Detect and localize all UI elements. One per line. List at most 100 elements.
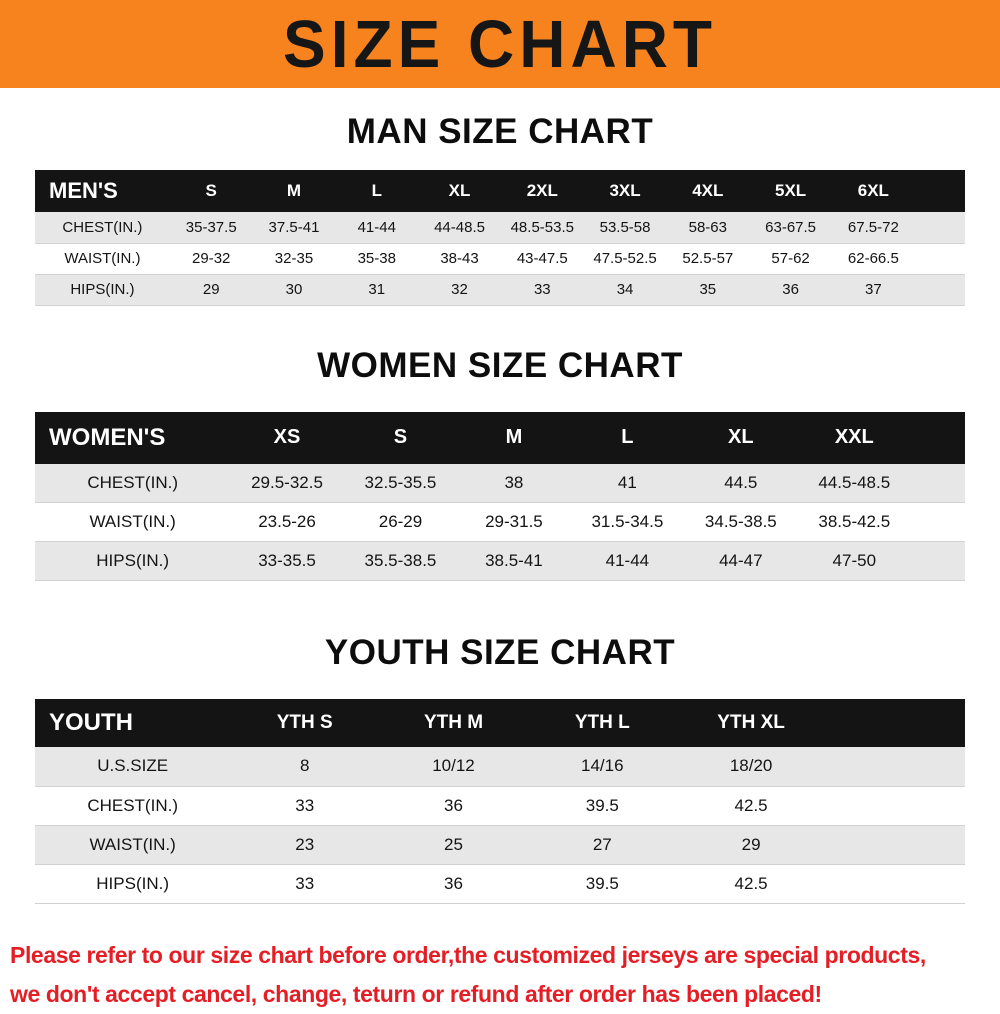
youth-value-cell: 8 <box>299 756 310 776</box>
youth-value-cell: 39.5 <box>585 873 619 893</box>
mens-value-cell: 37.5-41 <box>268 218 320 236</box>
mens-value-cell: 53.5-58 <box>599 218 651 236</box>
womens-size-column-header: S <box>343 411 458 464</box>
mens-value-cell: 58-63 <box>688 218 727 236</box>
spacer-cell <box>911 503 965 542</box>
youth-row-label: HIPS(IN.) <box>96 873 170 893</box>
mens-value-cell: 33 <box>533 281 551 298</box>
mens-value-cell: 32-35 <box>274 250 314 267</box>
youth-value-cell: 10/12 <box>432 756 475 776</box>
womens-table-label: WOMEN'S <box>35 411 231 464</box>
womens-value-cell: 33-35.5 <box>258 551 316 570</box>
womens-header-row: WOMEN'S XS S M L XL XXL <box>35 411 965 464</box>
youth-value-cell: 29 <box>741 834 761 854</box>
womens-value-cell: 26-29 <box>378 512 423 531</box>
section-women: WOMEN SIZE CHART WOMEN'S XS S M L XL XXL CHEST(… <box>0 346 1000 582</box>
mens-value-cell: 35-38 <box>357 250 396 267</box>
womens-size-column-header: XL <box>684 411 798 464</box>
mens-value-cell: 44-48.5 <box>434 218 485 236</box>
men-section-title: MAN SIZE CHART <box>346 112 654 151</box>
youth-size-column-header: YTH L <box>527 699 677 747</box>
womens-value-cell: 31.5-34.5 <box>591 512 664 531</box>
mens-measurement-row: HIPS(IN.) 29 30 31 32 33 34 35 36 37 <box>35 274 965 305</box>
disclaimer-line-2: we don't accept cancel, change, teturn o… <box>10 980 822 1007</box>
mens-value-cell: 41-44 <box>357 218 396 236</box>
mens-value-cell: 63-67.5 <box>765 218 817 236</box>
womens-size-table: WOMEN'S XS S M L XL XXL CHEST(IN.) 29.5-32.5 32.5… <box>35 411 965 582</box>
section-men: MAN SIZE CHART MEN'S S M L XL 2XL 3XL 4XL 5XL 6XL… <box>0 112 1000 306</box>
spacer-cell <box>915 212 965 243</box>
youth-value-cell: 36 <box>444 795 463 815</box>
disclaimer: Please refer to our size chart before or… <box>10 936 992 1014</box>
womens-value-cell: 38.5-42.5 <box>818 512 891 531</box>
womens-value-cell: 47-50 <box>832 551 877 570</box>
womens-value-cell: 44.5-48.5 <box>818 472 891 492</box>
youth-value-cell: 18/20 <box>729 756 773 776</box>
youth-size-column-header: YTH S <box>230 699 380 747</box>
womens-value-cell: 44.5 <box>724 472 758 492</box>
mens-value-cell: 31 <box>368 281 386 298</box>
womens-measurement-row: CHEST(IN.) 29.5-32.5 32.5-35.5 38 41 44.5 44.5… <box>35 463 965 503</box>
womens-size-column-header: L <box>570 411 685 464</box>
spacer-cell <box>825 864 965 903</box>
banner-title: SIZE CHART <box>283 6 717 82</box>
spacer-cell <box>911 542 965 581</box>
youth-row-label: WAIST(IN.) <box>89 834 176 854</box>
womens-value-cell: 41-44 <box>605 551 650 570</box>
womens-size-column-header: M <box>457 411 571 464</box>
spacer-cell <box>915 274 965 305</box>
spacer-cell <box>825 786 965 825</box>
womens-value-cell: 23.5-26 <box>258 512 316 531</box>
womens-value-cell: 29.5-32.5 <box>251 472 323 492</box>
spacer-cell <box>915 243 965 274</box>
youth-table-label: YOUTH <box>35 699 231 747</box>
mens-size-column-header: 2XL <box>500 170 584 212</box>
mens-value-cell: 43-47.5 <box>516 250 568 267</box>
mens-value-cell: 38-43 <box>440 250 479 267</box>
mens-table-label: MEN'S <box>35 170 170 212</box>
mens-size-column-header: 5XL <box>749 170 832 212</box>
mens-size-column-header: XL <box>418 170 501 212</box>
youth-section-title: YOUTH SIZE CHART <box>324 633 676 672</box>
section-youth: YOUTH SIZE CHART YOUTH YTH S YTH M YTH L YTH… <box>0 633 1000 904</box>
mens-measurement-row: CHEST(IN.) 35-37.5 37.5-41 41-44 44-48.5 48.5… <box>35 212 965 243</box>
mens-value-cell: 32 <box>451 281 468 298</box>
mens-value-cell: 35 <box>699 281 717 298</box>
youth-value-cell: 25 <box>444 834 463 854</box>
youth-value-cell: 27 <box>592 834 612 854</box>
youth-value-cell: 42.5 <box>734 873 768 893</box>
mens-row-label: HIPS(IN.) <box>70 281 135 298</box>
mens-row-label: WAIST(IN.) <box>64 250 141 267</box>
mens-size-column-header: 3XL <box>583 170 667 212</box>
youth-value-cell: 23 <box>295 834 315 854</box>
spacer-cell <box>825 699 965 747</box>
womens-value-cell: 38 <box>504 472 524 492</box>
women-section-title: WOMEN SIZE CHART <box>317 345 683 385</box>
youth-size-table: YOUTH YTH S YTH M YTH L YTH XL U.S.SIZE 8 10/12… <box>35 699 965 904</box>
womens-row-label: HIPS(IN.) <box>96 551 170 570</box>
mens-value-cell: 30 <box>285 281 303 298</box>
mens-value-cell: 47.5-52.5 <box>593 250 657 267</box>
youth-measurement-row: CHEST(IN.) 33 36 39.5 42.5 <box>35 786 965 825</box>
banner: SIZE CHART <box>0 0 1000 88</box>
youth-header-row: YOUTH YTH S YTH M YTH L YTH XL <box>35 699 965 747</box>
youth-measurement-row: HIPS(IN.) 33 36 39.5 42.5 <box>35 864 965 903</box>
womens-value-cell: 38.5-41 <box>485 551 543 570</box>
mens-value-cell: 37 <box>865 281 882 298</box>
womens-value-cell: 29-31.5 <box>485 512 543 531</box>
womens-value-cell: 32.5-35.5 <box>364 472 437 492</box>
youth-value-cell: 36 <box>444 873 463 893</box>
mens-value-cell: 67.5-72 <box>847 218 899 236</box>
mens-value-cell: 29 <box>202 281 220 298</box>
disclaimer-line-1: Please refer to our size chart before or… <box>10 941 926 968</box>
mens-row-label: CHEST(IN.) <box>62 218 143 236</box>
mens-value-cell: 52.5-57 <box>682 250 734 267</box>
womens-measurement-row: HIPS(IN.) 33-35.5 35.5-38.5 38.5-41 41-44 44-… <box>35 541 965 581</box>
womens-size-column-header: XS <box>230 411 344 464</box>
youth-size-column-header: YTH M <box>379 699 528 747</box>
youth-row-label: U.S.SIZE <box>97 756 169 776</box>
mens-value-cell: 34 <box>616 281 634 298</box>
youth-size-column-header: YTH XL <box>676 699 826 747</box>
youth-value-cell: 39.5 <box>585 795 619 815</box>
